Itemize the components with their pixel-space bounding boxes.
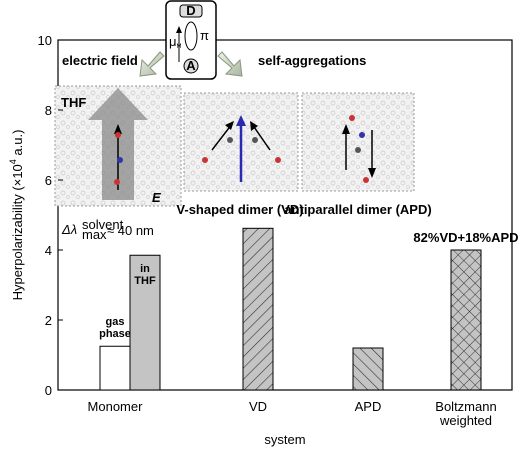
series-label: gas phase: [99, 316, 131, 341]
y-title-exponent: 4: [8, 159, 18, 164]
acceptor-label: A: [186, 58, 196, 73]
vd-caption: V-shaped dimer (VD): [176, 202, 303, 217]
bar: [129, 254, 161, 391]
x-tick-label: VD: [248, 399, 268, 414]
plot-frame: [57, 39, 513, 391]
x-axis-title: system: [264, 432, 305, 447]
bridge-label: π: [200, 28, 209, 43]
y-tick-label: 8: [45, 103, 52, 118]
self-aggregation-label: self-aggregations: [258, 53, 366, 68]
mixture-label: 82%VD+18%APD: [413, 230, 518, 245]
electric-field-label: electric field: [62, 53, 138, 68]
series-label: in THF: [134, 263, 156, 288]
dipole-subscript: M: [177, 44, 182, 50]
bar: [450, 249, 482, 391]
dipole-label: μM: [169, 34, 182, 50]
y-tick-label: 10: [38, 33, 52, 48]
x-tick-label: Boltzmann weighted: [435, 399, 497, 428]
shift-superscript: solvent: [82, 217, 124, 232]
x-tick-label: Monomer: [87, 399, 143, 414]
inset-apd: [301, 92, 415, 192]
y-title-unit: a.u.): [10, 130, 25, 160]
bar: [242, 227, 274, 391]
molecule-scheme: [139, 0, 243, 80]
bar: [352, 347, 384, 391]
solvent-label: THF: [61, 95, 86, 110]
x-tick-label: APD: [354, 399, 382, 414]
bar: [99, 345, 131, 391]
donor-label: D: [186, 3, 195, 18]
shift-value: ≈ 40 nm: [107, 223, 154, 238]
apd-caption: antiparallel dimer (APD): [284, 202, 431, 217]
shift-symbol: Δλ: [61, 222, 77, 237]
shift-subscript: max: [82, 227, 107, 242]
y-tick-label: 2: [45, 313, 52, 328]
dipole-symbol: μ: [169, 34, 177, 49]
field-symbol: E: [152, 190, 161, 205]
y-axis-title: Hyperpolarizability (×104 a.u.): [8, 130, 25, 301]
y-tick-label: 0: [45, 383, 52, 398]
inset-vd: [183, 92, 299, 192]
inset-electric-field: [54, 85, 182, 207]
y-title-main: Hyperpolarizability (×10: [10, 164, 25, 300]
y-tick-label: 6: [45, 173, 52, 188]
y-tick-label: 4: [45, 243, 52, 258]
